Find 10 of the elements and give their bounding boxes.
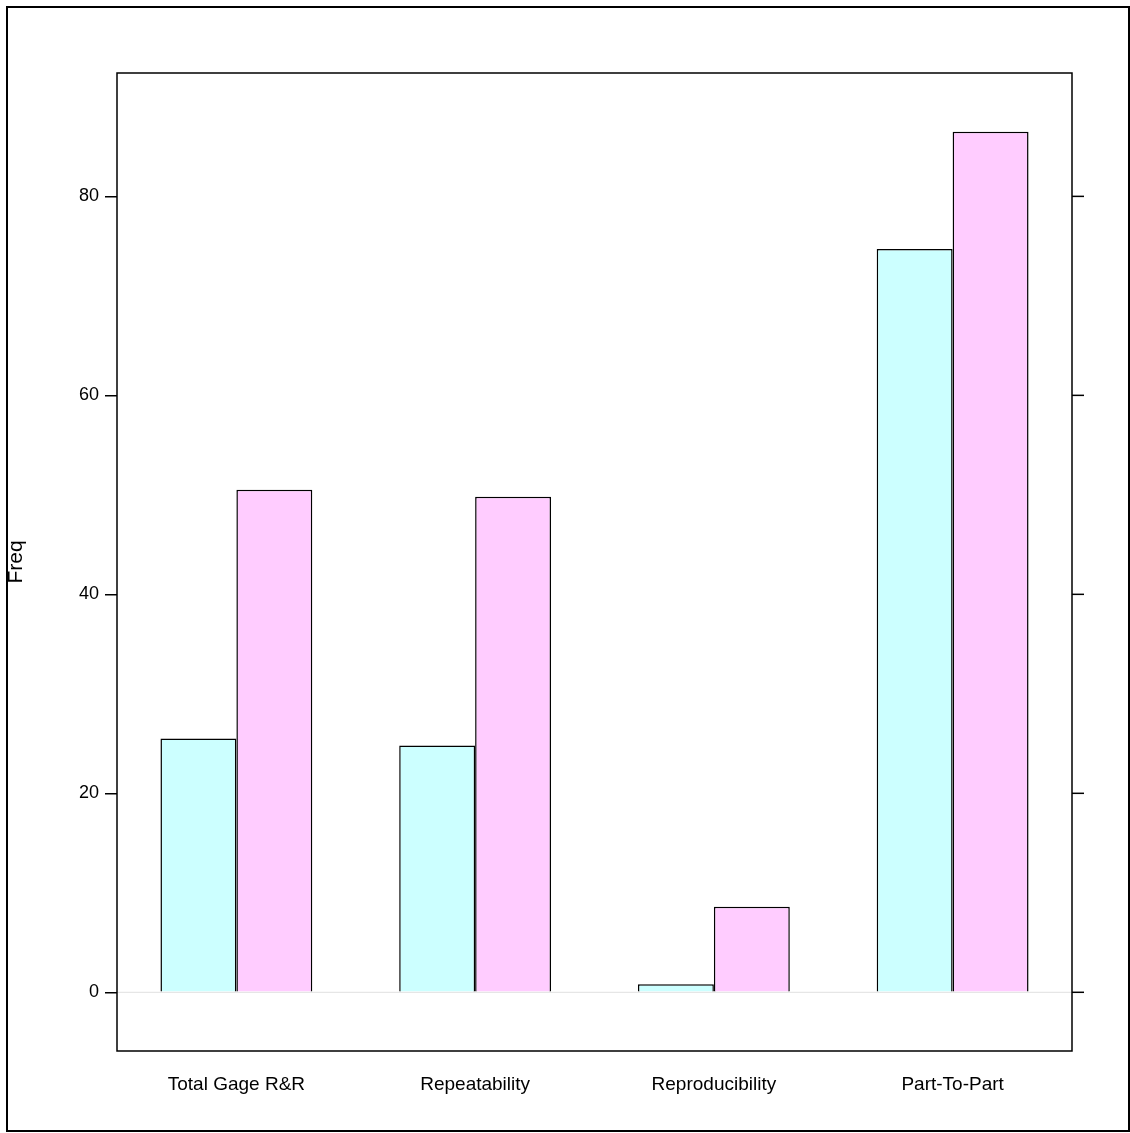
x-tick-label: Repeatability xyxy=(420,1072,531,1094)
y-tick-label: 20 xyxy=(78,782,99,803)
y-axis-title: Freq xyxy=(3,540,27,584)
x-tick-label: Reproducibility xyxy=(651,1072,777,1094)
x-tick-label: Part-To-Part xyxy=(901,1072,1005,1094)
y-tick-label: 40 xyxy=(78,583,99,604)
y-tick-label: 60 xyxy=(78,384,99,405)
y-tick-label: 80 xyxy=(78,185,99,206)
y-tick-label: 0 xyxy=(88,981,99,1002)
x-tick-label: Total Gage R&R xyxy=(167,1072,306,1094)
